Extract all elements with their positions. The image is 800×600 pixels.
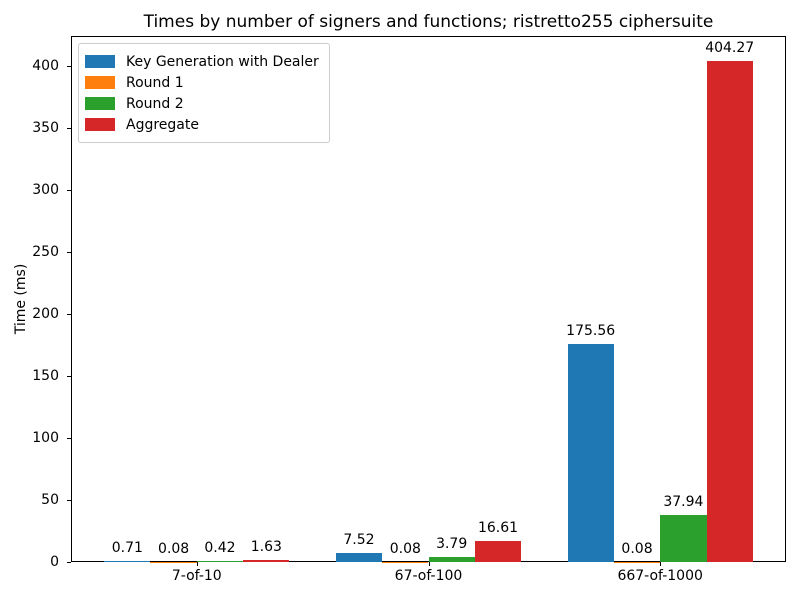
- x-tick: [196, 562, 198, 566]
- bar-value-label: 0.08: [158, 540, 190, 557]
- bar-value-label: 7.52: [343, 531, 375, 548]
- y-tick: [67, 190, 71, 192]
- legend-label: Aggregate: [126, 116, 199, 133]
- bar: [104, 561, 151, 562]
- legend-swatch-icon: [85, 55, 115, 68]
- bar-value-label: 1.63: [250, 538, 282, 555]
- y-tick-label: 200: [32, 306, 59, 323]
- bar-value-label: 0.08: [389, 540, 421, 557]
- legend-item: Round 2: [85, 93, 319, 114]
- y-tick: [67, 252, 71, 254]
- y-tick: [67, 376, 71, 378]
- bar: [196, 561, 244, 562]
- legend-swatch-icon: [85, 118, 115, 131]
- legend-item: Key Generation with Dealer: [85, 51, 319, 72]
- x-tick-label: 667-of-1000: [617, 568, 703, 584]
- y-axis-label: Time (ms): [13, 263, 29, 335]
- legend-label: Round 1: [126, 74, 184, 91]
- bar-value-label: 404.27: [705, 40, 755, 57]
- bar-value-label: 0.42: [204, 540, 236, 557]
- x-tick-label: 7-of-10: [171, 568, 222, 584]
- y-tick-label: 50: [41, 492, 59, 509]
- chart-title: Times by number of signers and functions…: [143, 12, 714, 32]
- bar-value-label: 175.56: [566, 323, 616, 340]
- y-tick: [67, 128, 71, 130]
- bar: [335, 552, 383, 562]
- legend-label: Key Generation with Dealer: [126, 53, 319, 70]
- x-tick-label: 67-of-100: [394, 568, 463, 584]
- y-tick: [67, 314, 71, 316]
- y-tick-label: 250: [32, 244, 59, 261]
- bar: [474, 541, 522, 562]
- y-tick-label: 100: [32, 430, 59, 447]
- legend-label: Round 2: [126, 95, 184, 112]
- bar: [660, 514, 707, 562]
- legend-item: Round 1: [85, 72, 319, 93]
- bar: [706, 61, 753, 562]
- legend-swatch-icon: [85, 76, 115, 89]
- bar: [567, 344, 614, 562]
- y-tick-label: 0: [50, 554, 59, 570]
- y-tick-label: 400: [32, 58, 59, 75]
- bar: [428, 557, 475, 562]
- bar-value-label: 0.71: [111, 540, 143, 557]
- bar-value-label: 16.61: [477, 520, 519, 537]
- y-tick: [67, 562, 71, 563]
- legend-item: Aggregate: [85, 114, 319, 135]
- y-tick-label: 350: [32, 120, 59, 137]
- bar-value-label: 0.08: [621, 540, 653, 557]
- bar: [243, 559, 290, 562]
- y-tick-label: 150: [32, 368, 59, 385]
- legend: Key Generation with Dealer Round 1 Round 2…: [78, 43, 330, 143]
- y-tick-label: 300: [32, 182, 59, 199]
- x-tick: [660, 562, 662, 566]
- y-tick: [67, 66, 71, 68]
- bar-value-label: 37.94: [663, 493, 704, 510]
- legend-swatch-icon: [85, 97, 115, 110]
- y-tick: [67, 500, 71, 502]
- bar-value-label: 3.79: [436, 536, 468, 553]
- y-tick: [67, 438, 71, 440]
- x-tick: [428, 562, 430, 566]
